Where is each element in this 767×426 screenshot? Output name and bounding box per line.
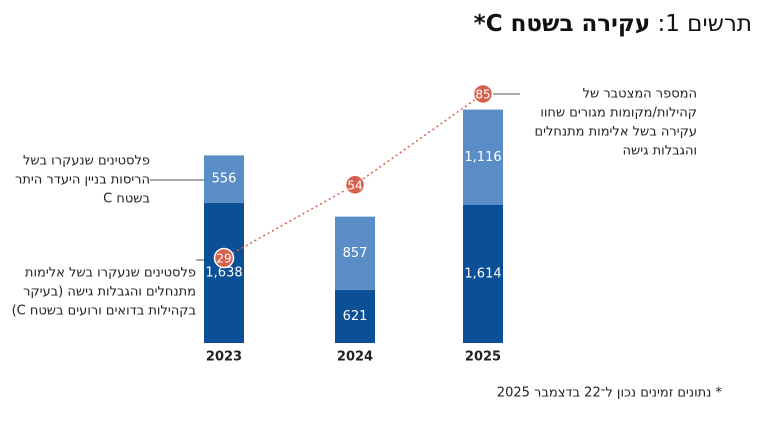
annotation: פלסטינים שנעקרו בשל bbox=[23, 154, 150, 169]
annotation: פלסטינים שנעקרו בשל אלימות bbox=[25, 266, 196, 281]
bar-value-label: 621 bbox=[343, 309, 368, 324]
bar-segment bbox=[204, 155, 244, 203]
annotation: מתנחלים והגבלות גישה (בעיקר bbox=[23, 285, 196, 300]
line-point bbox=[472, 83, 494, 105]
x-tick-label: 2024 bbox=[337, 350, 373, 365]
annotation: בשטח C bbox=[103, 192, 150, 207]
bar-segment bbox=[463, 205, 503, 343]
bar-segment bbox=[335, 216, 375, 290]
line-point bbox=[344, 174, 366, 196]
line-point-label: 54 bbox=[347, 178, 362, 192]
annotation: והגבלות גישה bbox=[623, 144, 697, 159]
annotation: הריסות בניין היעדר היתר bbox=[15, 173, 150, 188]
bar-value-label: 1,116 bbox=[464, 150, 501, 165]
annotation: בקהילות בדואים ורועים בשטח C) bbox=[12, 304, 196, 319]
bar-segment bbox=[463, 109, 503, 206]
line-point-label: 85 bbox=[475, 87, 490, 101]
title-prefix: תרשים 1: bbox=[657, 11, 752, 37]
annotation: עקירה בשל אלימות מתנחלים bbox=[534, 125, 697, 140]
bar-value-label: 1,614 bbox=[464, 267, 501, 282]
bar-segment bbox=[335, 289, 375, 343]
chart-title: תרשים 1: עקירה בשטח C* bbox=[474, 11, 752, 37]
x-tick-label: 2023 bbox=[206, 350, 242, 365]
bar-value-label: 556 bbox=[212, 172, 237, 187]
line-point-label: 29 bbox=[216, 252, 231, 266]
bar-value-label: 1,638 bbox=[205, 265, 242, 280]
annotation: קהילות/מקומות מגורים שחוו bbox=[540, 106, 697, 121]
title-main: עקירה בשטח C* bbox=[474, 11, 651, 37]
line-point bbox=[213, 247, 235, 269]
annotation: המספר המצטבר של bbox=[583, 87, 697, 102]
x-tick-label: 2025 bbox=[465, 350, 501, 365]
bar-value-label: 857 bbox=[343, 246, 368, 261]
bar-segment bbox=[204, 202, 244, 343]
footnote: * נתונים זמינים נכון ל־22 בדצמבר 2025 bbox=[497, 386, 723, 401]
